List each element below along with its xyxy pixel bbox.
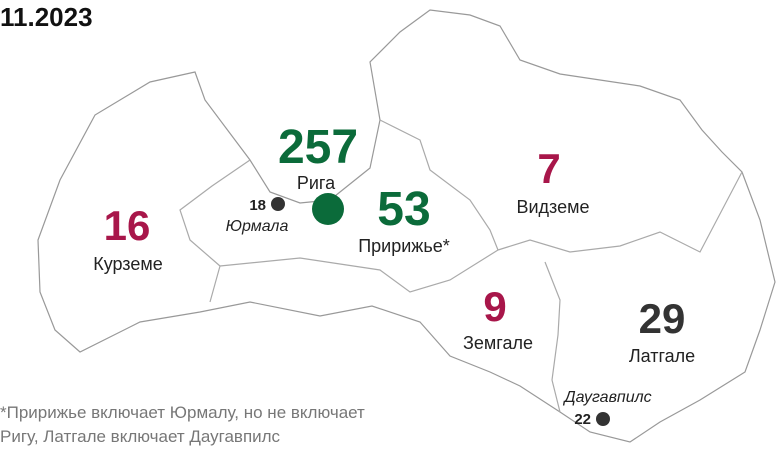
region-value: 16 — [104, 202, 151, 249]
region-name: Латгале — [629, 346, 695, 366]
region-value: 257 — [278, 121, 358, 174]
city-name: Юрмала — [226, 218, 289, 235]
region-name: Курземе — [93, 254, 163, 274]
city-dot — [271, 197, 285, 211]
city-value: 18 — [249, 197, 266, 214]
region-name: Земгале — [463, 333, 533, 353]
region-border — [179, 159, 251, 303]
latvia-outline — [37, 9, 776, 443]
region-name: Видземе — [516, 197, 589, 217]
region-value: 9 — [483, 283, 506, 330]
footnote: *Пририжье включает Юрмалу, но не включае… — [0, 403, 365, 422]
city-dot — [596, 412, 610, 426]
region-border — [544, 261, 561, 413]
region-value: 7 — [537, 145, 560, 192]
city-value: 22 — [574, 411, 591, 428]
title: 11.2023 — [0, 2, 93, 32]
riga-dot — [312, 193, 344, 225]
region-border — [497, 171, 743, 253]
region-value: 53 — [377, 183, 430, 236]
footnote: Ригу, Латгале включает Даугавпилс — [0, 427, 281, 446]
city-name: Даугавпилс — [562, 389, 651, 406]
region-name: Пририжье* — [358, 236, 450, 256]
region-value: 29 — [639, 295, 686, 342]
region-name: Рига — [297, 173, 336, 193]
region-border — [219, 249, 499, 293]
region-border — [379, 119, 499, 251]
